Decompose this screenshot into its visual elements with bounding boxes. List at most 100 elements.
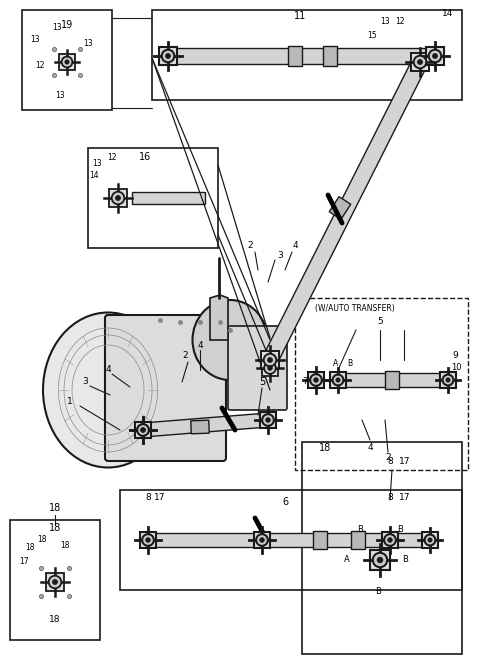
Ellipse shape — [192, 300, 267, 380]
Circle shape — [313, 378, 318, 382]
Circle shape — [336, 378, 340, 382]
Polygon shape — [210, 295, 228, 340]
Circle shape — [373, 553, 387, 567]
Circle shape — [65, 60, 69, 64]
Text: 13: 13 — [83, 39, 93, 47]
Circle shape — [137, 424, 149, 436]
Text: 18: 18 — [49, 615, 61, 625]
Bar — [134, 422, 152, 438]
Bar — [329, 197, 351, 219]
Text: 12: 12 — [107, 154, 117, 163]
Bar — [253, 531, 270, 548]
Bar — [152, 10, 462, 100]
Circle shape — [145, 538, 150, 543]
Circle shape — [61, 56, 72, 68]
Bar — [351, 531, 365, 549]
Circle shape — [141, 428, 145, 432]
Text: 2: 2 — [247, 241, 253, 249]
Text: A: A — [344, 556, 350, 565]
Text: 17: 17 — [399, 457, 411, 466]
Circle shape — [265, 418, 270, 422]
Bar — [313, 531, 327, 549]
Bar — [382, 531, 398, 548]
Text: 4: 4 — [292, 241, 298, 249]
Text: 14: 14 — [89, 171, 99, 180]
Text: 18: 18 — [49, 503, 61, 513]
Bar — [59, 54, 75, 70]
Text: 3: 3 — [277, 251, 283, 260]
Circle shape — [432, 54, 438, 58]
Circle shape — [162, 50, 174, 62]
Bar — [191, 420, 209, 434]
Text: 18: 18 — [60, 541, 70, 550]
Bar — [140, 531, 156, 548]
Text: 2: 2 — [385, 453, 391, 462]
Bar — [295, 298, 468, 470]
Bar — [426, 47, 444, 65]
Polygon shape — [168, 48, 435, 64]
Circle shape — [264, 362, 276, 374]
Bar — [159, 47, 177, 65]
Text: 13: 13 — [30, 35, 40, 45]
Circle shape — [262, 414, 274, 426]
Text: 18: 18 — [319, 443, 331, 453]
Bar — [330, 372, 346, 388]
Text: 13: 13 — [380, 18, 390, 26]
Circle shape — [310, 374, 322, 386]
Circle shape — [384, 534, 396, 546]
Circle shape — [267, 358, 273, 363]
Text: 4: 4 — [367, 443, 373, 453]
Text: 8: 8 — [387, 493, 393, 502]
Text: B: B — [375, 588, 381, 596]
Circle shape — [141, 428, 145, 432]
Text: (W/AUTO TRANSFER): (W/AUTO TRANSFER) — [315, 304, 395, 312]
Bar — [260, 411, 276, 428]
Circle shape — [428, 538, 432, 542]
Text: 17: 17 — [399, 493, 411, 502]
Text: 4: 4 — [105, 365, 111, 375]
Text: 11: 11 — [294, 11, 306, 21]
Text: 2: 2 — [182, 350, 188, 359]
Bar — [302, 442, 462, 654]
Bar — [411, 53, 429, 71]
Text: 16: 16 — [139, 152, 151, 162]
Bar — [134, 422, 152, 438]
Text: 7: 7 — [302, 377, 308, 386]
FancyBboxPatch shape — [105, 315, 226, 461]
Text: 5: 5 — [259, 377, 265, 387]
Text: 6: 6 — [282, 497, 288, 507]
Circle shape — [112, 192, 124, 204]
Circle shape — [443, 375, 454, 385]
Text: 17: 17 — [154, 493, 166, 502]
Circle shape — [48, 576, 61, 588]
Bar — [370, 550, 390, 571]
Bar — [262, 359, 278, 377]
Text: 17: 17 — [19, 558, 29, 567]
Text: 3: 3 — [82, 377, 88, 386]
Text: 4: 4 — [197, 340, 203, 350]
Ellipse shape — [43, 312, 173, 468]
Circle shape — [388, 538, 392, 543]
Text: 12: 12 — [395, 18, 405, 26]
Polygon shape — [263, 58, 427, 363]
Bar — [46, 573, 64, 591]
Polygon shape — [132, 192, 205, 204]
Text: 5: 5 — [377, 318, 383, 327]
Bar — [88, 148, 218, 248]
Text: 9: 9 — [452, 350, 458, 359]
Circle shape — [414, 56, 426, 68]
Bar — [288, 46, 302, 66]
Bar — [422, 532, 438, 548]
Text: 19: 19 — [61, 20, 73, 30]
Bar — [120, 490, 462, 590]
Text: 8: 8 — [145, 493, 151, 502]
Bar — [323, 46, 337, 66]
Text: 10: 10 — [451, 363, 461, 373]
Circle shape — [166, 54, 170, 58]
Text: 13: 13 — [55, 91, 65, 100]
Bar — [440, 372, 456, 388]
Text: 1: 1 — [67, 398, 73, 407]
Bar — [308, 371, 324, 388]
Polygon shape — [148, 533, 430, 547]
Text: B: B — [397, 525, 403, 535]
